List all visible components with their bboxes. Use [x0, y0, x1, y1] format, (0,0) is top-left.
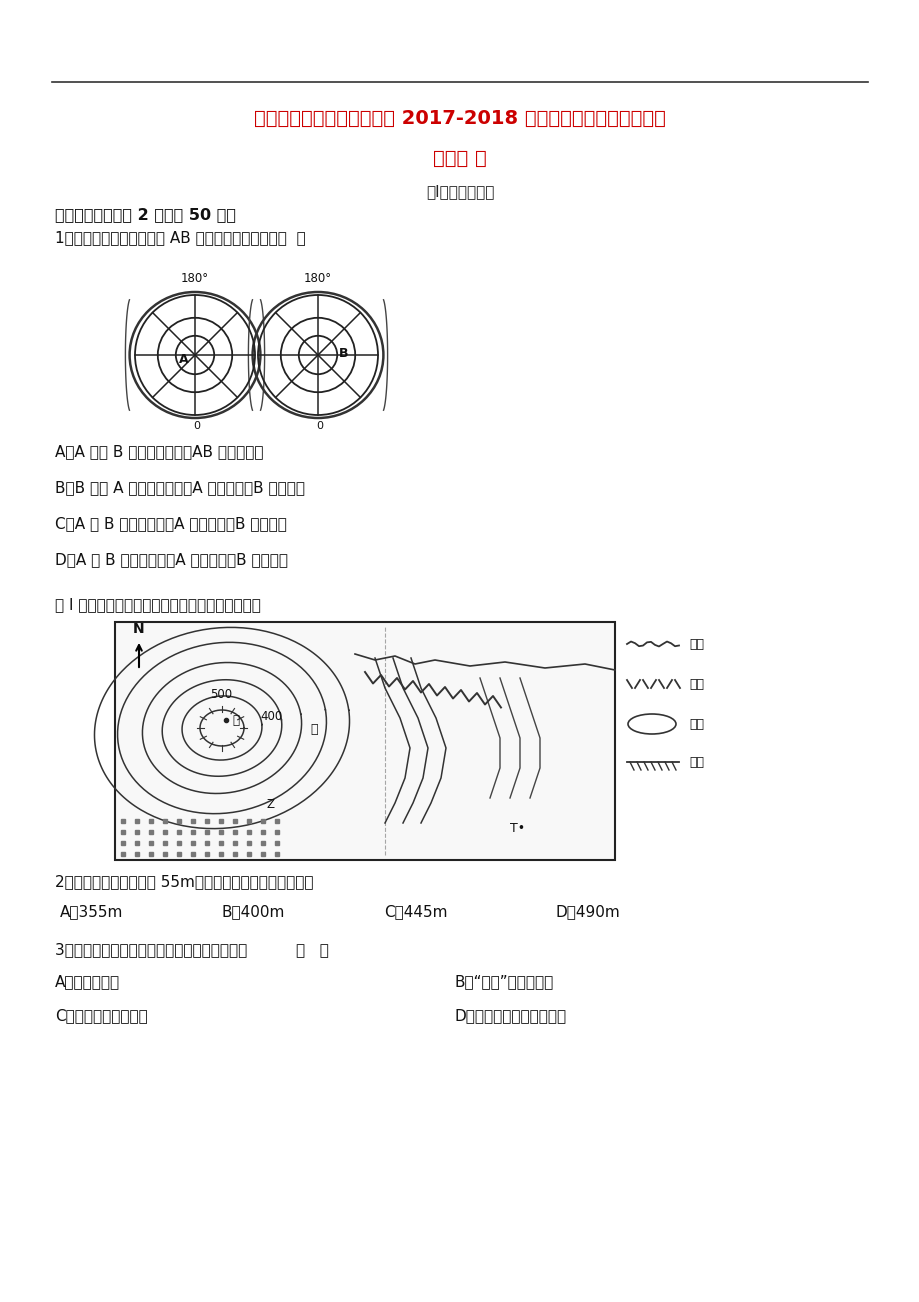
Bar	[115, 622, 614, 861]
Text: C．A 在 B 的西北方向，A 在西半球，B 在东半球: C．A 在 B 的西北方向，A 在西半球，B 在东半球	[55, 517, 287, 531]
Text: A: A	[179, 353, 188, 366]
Text: 第I卷（选择题）: 第I卷（选择题）	[425, 185, 494, 199]
Text: 云南省昆明市黄冈实验学校 2017-2018 学年高二地理上学期期末考: 云南省昆明市黄冈实验学校 2017-2018 学年高二地理上学期期末考	[254, 108, 665, 128]
Text: B．“磁暴”现象的产生: B．“磁暴”现象的产生	[455, 974, 553, 990]
Text: 河流: 河流	[688, 638, 703, 651]
Text: 500: 500	[210, 687, 232, 700]
Text: B．400m: B．400m	[221, 905, 285, 919]
Text: 试试题 文: 试试题 文	[433, 148, 486, 168]
Text: 180°: 180°	[181, 272, 209, 285]
Text: N: N	[133, 622, 144, 635]
Text: 0: 0	[316, 421, 323, 431]
Text: 0: 0	[193, 421, 200, 431]
Text: 图 I 为某景区等高线地形图，读图完成下列各题。: 图 I 为某景区等高线地形图，读图完成下列各题。	[55, 598, 261, 612]
Text: 陡崖: 陡崖	[688, 755, 703, 768]
Text: 一、选择题（每题 2 分，共 50 分）: 一、选择题（每题 2 分，共 50 分）	[55, 207, 236, 223]
Text: B: B	[338, 348, 347, 361]
Text: D．A 在 B 的西南方向，A 在北半球，B 在南半球: D．A 在 B 的西南方向，A 在北半球，B 在南半球	[55, 552, 288, 568]
Text: 急流: 急流	[688, 677, 703, 690]
Text: T•: T•	[509, 822, 525, 835]
Text: Z: Z	[267, 798, 275, 811]
Text: D．490m: D．490m	[555, 905, 620, 919]
Text: B．B 点在 A 点的东南方向，A 在南半球，B 在北半球: B．B 点在 A 点的东南方向，A 在南半球，B 在北半球	[55, 480, 305, 496]
Text: A．A 点在 B 点的西北方向，AB 都在西半球: A．A 点在 B 点的西北方向，AB 都在西半球	[55, 444, 263, 460]
Text: 甲: 甲	[232, 713, 239, 727]
Text: C．445m: C．445m	[383, 905, 447, 919]
Text: 湖泊: 湖泊	[688, 717, 703, 730]
Text: 丙: 丙	[310, 723, 317, 736]
Text: 3、下列地理现象中，与太阳活动密切相关的是          （   ）: 3、下列地理现象中，与太阳活动密切相关的是 （ ）	[55, 943, 328, 957]
Text: 400: 400	[260, 710, 282, 723]
Text: C．臭氧层空洞的出现: C．臭氧层空洞的出现	[55, 1009, 148, 1023]
Text: A．酸雨的形成: A．酸雨的形成	[55, 974, 120, 990]
Text: A．355m: A．355m	[60, 905, 123, 919]
Text: 2、若图中急流段高差为 55m，则图中甲与丙地高差可能为: 2、若图中急流段高差为 55m，则图中甲与丙地高差可能为	[55, 875, 313, 889]
Text: D．扬尘、沙暴天气的出现: D．扬尘、沙暴天气的出现	[455, 1009, 566, 1023]
Text: 180°: 180°	[303, 272, 332, 285]
Text: 1、判读如图两幅图；有关 AB 两点的说法正确的是（  ）: 1、判读如图两幅图；有关 AB 两点的说法正确的是（ ）	[55, 230, 305, 246]
